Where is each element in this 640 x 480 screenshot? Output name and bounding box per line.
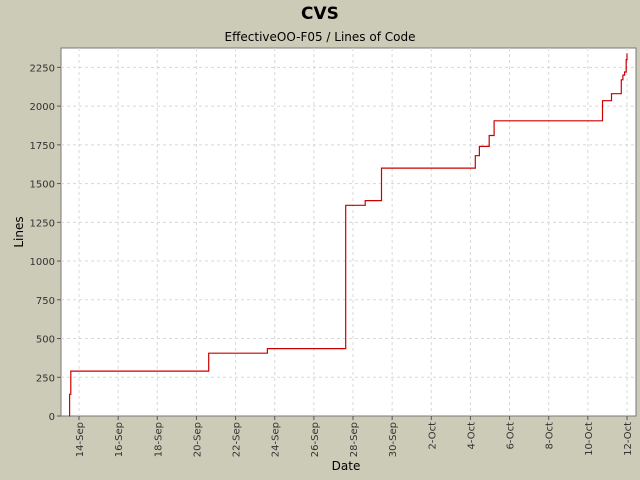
series-group xyxy=(69,53,628,417)
y-tick-label: 2250 xyxy=(30,63,55,74)
y-tick-label: 500 xyxy=(36,335,55,346)
y-tick-label: 1000 xyxy=(30,257,55,268)
y-tick-label: 250 xyxy=(36,373,55,384)
x-tick-label: 16-Sep xyxy=(114,422,125,457)
chart-subtitle: EffectiveOO-F05 / Lines of Code xyxy=(224,30,416,44)
y-tick-label: 1250 xyxy=(30,218,55,229)
y-axis: 0 250 500 750 1000 1250 1500 1750 2000 2250 xyxy=(30,63,61,423)
x-tick-label: 6-Oct xyxy=(506,422,517,450)
y-tick-label: 0 xyxy=(49,412,55,423)
x-tick-label: 28-Sep xyxy=(349,422,360,457)
x-tick-label: 24-Sep xyxy=(271,422,282,457)
series-line xyxy=(69,53,628,417)
x-tick-label: 30-Sep xyxy=(388,422,399,457)
x-tick-label: 8-Oct xyxy=(545,422,556,450)
x-tick-label: 12-Oct xyxy=(623,422,634,456)
x-tick-label: 22-Sep xyxy=(232,422,243,457)
grid-lines xyxy=(61,48,636,416)
x-tick-label: 4-Oct xyxy=(466,422,477,450)
y-tick-label: 2000 xyxy=(30,102,55,113)
x-tick-label: 20-Sep xyxy=(192,422,203,457)
plot-area xyxy=(60,47,637,417)
y-tick-label: 1500 xyxy=(30,180,55,191)
x-tick-label: 26-Sep xyxy=(310,422,321,457)
x-axis: 14-Sep 16-Sep 18-Sep 20-Sep 22-Sep 24-Sep 26-S… xyxy=(75,416,634,457)
chart-title: CVS xyxy=(301,4,339,24)
x-tick-label: 2-Oct xyxy=(427,422,438,450)
x-axis-label: Date xyxy=(332,459,361,473)
y-tick-label: 1750 xyxy=(30,141,55,152)
y-tick-label: 750 xyxy=(36,296,55,307)
x-tick-label: 18-Sep xyxy=(153,422,164,457)
x-tick-label: 14-Sep xyxy=(75,422,86,457)
x-tick-label: 10-Oct xyxy=(584,422,595,456)
y-axis-label: Lines xyxy=(12,216,26,247)
